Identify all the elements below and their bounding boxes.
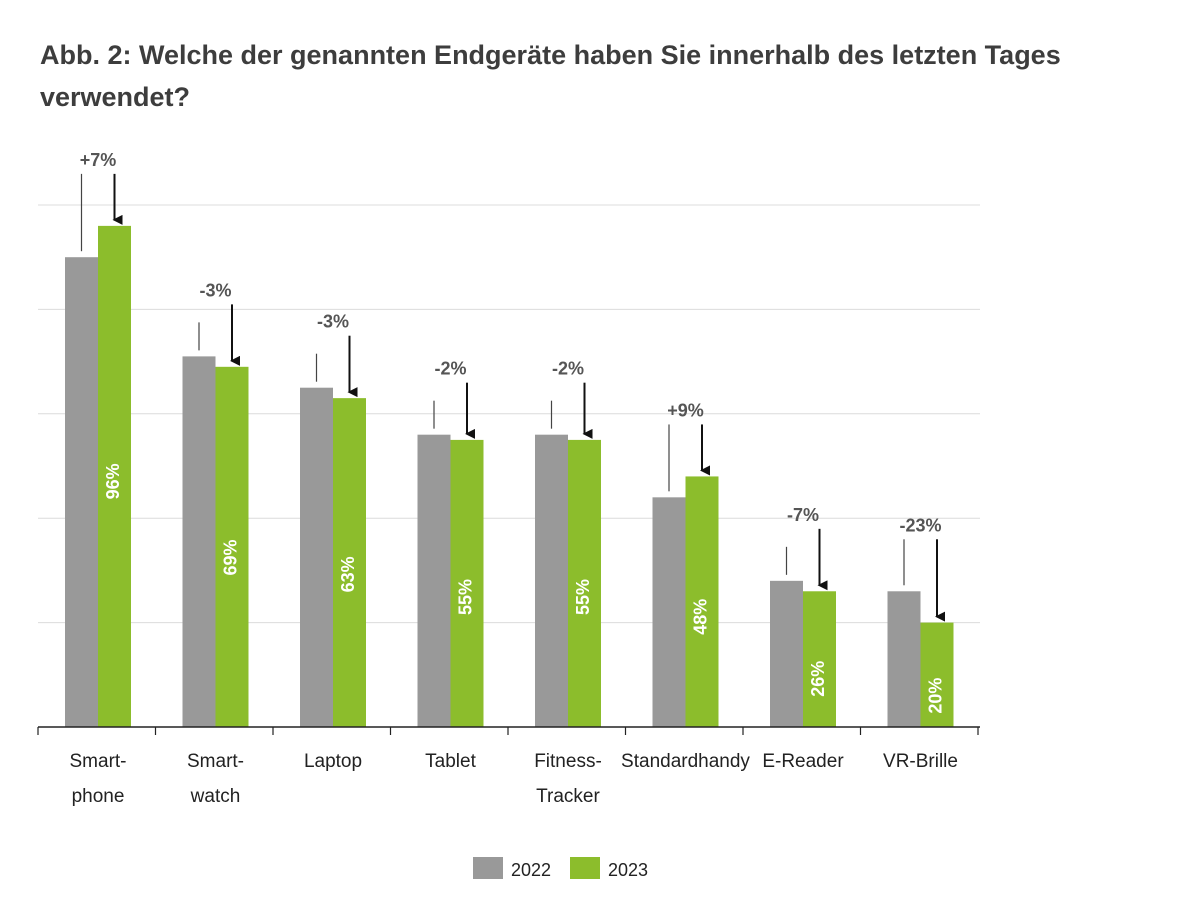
- category-label-smartwatch-line-1: Smart-: [187, 751, 244, 772]
- category-label-fitness-tracker-line-2: Tracker: [536, 786, 600, 807]
- bar-2022-smartwatch: [182, 356, 216, 727]
- bar-2023-smartwatch: [215, 366, 249, 727]
- bar-2022-fitness-tracker: [535, 434, 568, 727]
- change-label-standardhandy: +9%: [667, 400, 704, 420]
- labels: 96% +7% 69% -3% 63% -3% 55% -2% 55% -2% 48% +9% 26% -…: [80, 150, 946, 714]
- legend-swatch-2023: [570, 857, 600, 879]
- category-label-fitness-tracker-line-1: Fitness-: [534, 751, 602, 772]
- value-label-smartphone: 96%: [103, 463, 123, 499]
- bar-2023-tablet: [450, 439, 484, 727]
- bar-2023-vr-brille: [920, 622, 954, 727]
- category-label-smartphone-line-2: phone: [72, 786, 125, 807]
- bar-2023-smartphone: [98, 225, 131, 727]
- bars: [65, 225, 954, 727]
- category-label-smartphone-line-1: Smart-: [70, 751, 127, 772]
- bar-2023-standardhandy: [685, 476, 719, 727]
- value-label-standardhandy: 48%: [691, 599, 711, 635]
- change-label-vr-brille: -23%: [899, 515, 941, 535]
- bar-2022-tablet: [417, 434, 451, 727]
- bar-2022-standardhandy: [652, 497, 686, 727]
- change-label-fitness-tracker: -2%: [552, 359, 584, 379]
- chart-title: Abb. 2: Welche der genannten Endgeräte h…: [40, 40, 1061, 112]
- category-label-smartwatch-line-2: watch: [190, 786, 241, 807]
- change-label-tablet: -2%: [434, 359, 466, 379]
- category-label-tablet: Tablet: [425, 751, 476, 772]
- change-label-laptop: -3%: [317, 312, 349, 332]
- legend-label-2022: 2022: [511, 860, 551, 880]
- bar-2023-e-reader: [803, 591, 836, 727]
- change-label-smartwatch: -3%: [199, 280, 231, 300]
- legend-swatch-2022: [473, 857, 503, 879]
- value-label-tablet: 55%: [456, 579, 476, 615]
- bar-2022-smartphone: [65, 257, 98, 727]
- value-label-e-reader: 26%: [808, 661, 828, 697]
- bar-2023-fitness-tracker: [568, 439, 601, 727]
- bar-2022-laptop: [300, 387, 333, 727]
- bar-2022-e-reader: [770, 580, 803, 727]
- legend: 2022 2023: [473, 857, 648, 880]
- bar-2023-laptop: [333, 398, 366, 727]
- category-label-e-reader: E-Reader: [762, 751, 844, 772]
- change-label-e-reader: -7%: [787, 505, 819, 525]
- value-label-vr-brille: 20%: [926, 678, 946, 714]
- value-label-fitness-tracker: 55%: [573, 579, 593, 615]
- category-label-standardhandy: Standardhandy: [621, 751, 750, 772]
- category-label-laptop: Laptop: [304, 751, 362, 772]
- legend-label-2023: 2023: [608, 860, 648, 880]
- bar-2022-vr-brille: [887, 591, 921, 727]
- x-axis: Smart-phone Smart-watch Laptop Tablet Fitnes…: [37, 726, 980, 807]
- value-label-smartwatch: 69%: [221, 539, 241, 575]
- gridlines: [38, 204, 980, 624]
- category-label-vr-brille: VR-Brille: [883, 751, 958, 772]
- change-label-smartphone: +7%: [80, 150, 117, 170]
- value-label-laptop: 63%: [338, 556, 358, 592]
